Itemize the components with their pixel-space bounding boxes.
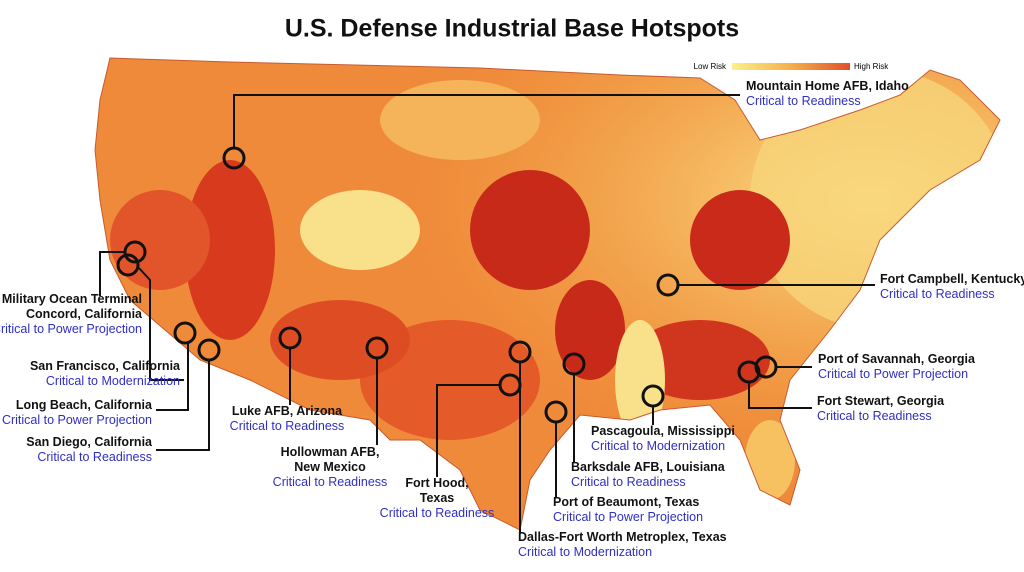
hotspot-name: Barksdale AFB, Louisiana	[571, 460, 726, 474]
hotspot-marker	[562, 352, 586, 376]
hotspot-category: Critical to Readiness	[380, 506, 495, 520]
hotspot-name: Long Beach, California	[16, 398, 153, 412]
hotspot-category: Critical to Modernization	[518, 545, 652, 559]
hotspot-category: Critical to Readiness	[230, 419, 345, 433]
hotspot-name: Hollowman AFB,	[281, 445, 380, 459]
hotspot-name: Luke AFB, Arizona	[232, 404, 343, 418]
hotspot-marker	[641, 384, 665, 408]
hotspot-category: Critical to Readiness	[746, 94, 861, 108]
leader-line	[99, 251, 124, 296]
hotspot-category: Critical to Power Projection	[0, 322, 142, 336]
hotspot-name: Concord, California	[26, 307, 143, 321]
hotspot-marker	[737, 360, 761, 384]
hotspot-name: Fort Hood,	[405, 476, 468, 490]
leader-line	[233, 94, 740, 147]
hotspot-name: San Diego, California	[26, 435, 153, 449]
hotspot-marker	[116, 253, 140, 277]
leader-line	[748, 383, 812, 409]
hotspot-category: Critical to Readiness	[880, 287, 995, 301]
leader-line	[138, 267, 184, 381]
hotspot-name: Fort Campbell, Kentucky	[880, 272, 1024, 286]
hotspot-name: Port of Beaumont, Texas	[553, 495, 699, 509]
hotspot-marker	[123, 240, 147, 264]
hotspot-name: Military Ocean Terminal	[2, 292, 142, 306]
hotspot-category: Critical to Readiness	[817, 409, 932, 423]
hotspot-category: Critical to Power Projection	[553, 510, 703, 524]
legend-low: Low Risk	[694, 62, 727, 71]
hotspot-name: Dallas-Fort Worth Metroplex, Texas	[518, 530, 727, 544]
leader-line	[436, 384, 499, 477]
hotspot-category: Critical to Power Projection	[2, 413, 152, 427]
legend-high: High Risk	[854, 62, 889, 71]
hotspot-category: Critical to Readiness	[273, 475, 388, 489]
hotspot-name: Pascagoula, Mississippi	[591, 424, 735, 438]
hotspot-category: Critical to Readiness	[571, 475, 686, 489]
hotspot-name: Port of Savannah, Georgia	[818, 352, 976, 366]
hotspot-marker	[544, 400, 568, 424]
legend-scale	[732, 63, 850, 70]
hotspot-name: Mountain Home AFB, Idaho	[746, 79, 909, 93]
map-title: U.S. Defense Industrial Base Hotspots	[285, 15, 739, 43]
hotspot-name: New Mexico	[294, 460, 366, 474]
hotspot-category: Critical to Readiness	[37, 450, 152, 464]
hotspot-marker	[222, 146, 246, 170]
hotspot-marker	[365, 336, 389, 360]
hotspot-name: San Francisco, California	[30, 359, 181, 373]
hotspot-marker	[278, 326, 302, 350]
leader-line	[156, 343, 189, 411]
hotspot-name: Texas	[420, 491, 455, 505]
hotspot-marker	[656, 273, 680, 297]
hotspot-category: Critical to Power Projection	[818, 367, 968, 381]
hotspot-marker	[197, 338, 221, 362]
hotspot-marker	[173, 321, 197, 345]
hotspot-category: Critical to Modernization	[591, 439, 725, 453]
leader-line	[156, 361, 210, 451]
hotspot-name: Fort Stewart, Georgia	[817, 394, 945, 408]
hotspot-marker	[508, 340, 532, 364]
hotspot-category: Critical to Modernization	[46, 374, 180, 388]
